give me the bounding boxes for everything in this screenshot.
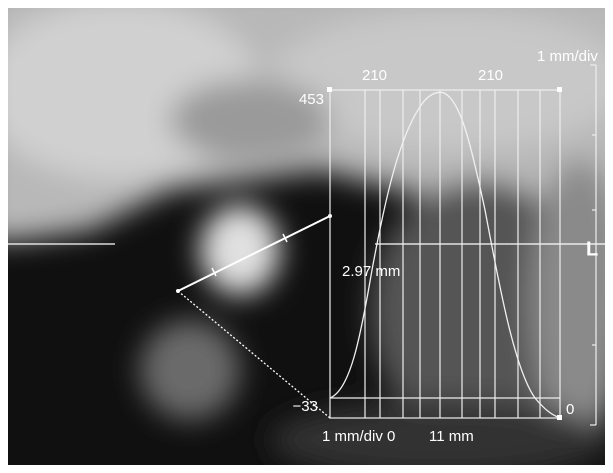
orientation-label: L: [586, 238, 598, 260]
ct-image: 1 mm/div 210 210 453 −33 0 1 mm/div 0 11…: [0, 0, 613, 473]
scale-label: 1 mm/div: [537, 48, 598, 65]
bottom-scale: 1 mm/div 0: [322, 428, 395, 445]
screen: 1 mm/div 210 210 453 −33 0 1 mm/div 0 11…: [0, 0, 613, 473]
top-label: 210: [478, 67, 503, 84]
max-label: 453: [299, 91, 324, 108]
zero-label: 0: [566, 401, 574, 418]
length-label: 11 mm: [429, 428, 474, 445]
top-label: 210: [362, 67, 387, 84]
measurement-label: 2.97 mm: [342, 263, 400, 280]
page: 1 mm/div 210 210 453 −33 0 1 mm/div 0 11…: [0, 0, 613, 473]
min-label: −33: [293, 398, 318, 415]
